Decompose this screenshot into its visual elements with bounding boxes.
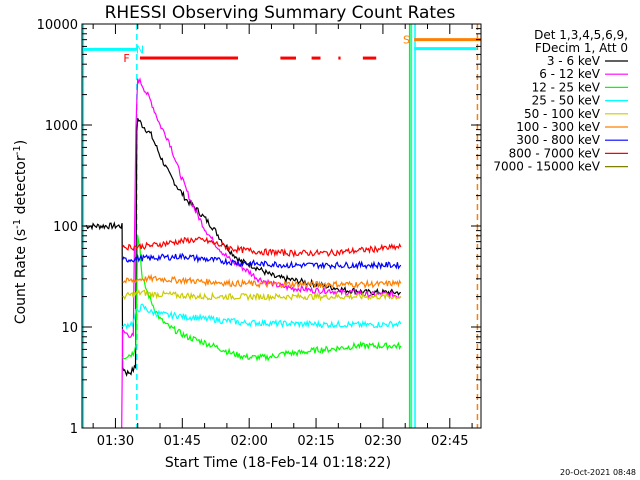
series-line (121, 77, 402, 429)
x-tick-label: 02:15 (297, 434, 334, 449)
series-lines (82, 47, 402, 429)
y-tick-label: 10 (61, 321, 78, 336)
annotations: NF S (123, 34, 410, 65)
legend-label: 800 - 7000 keV (509, 146, 601, 160)
legend-label: 25 - 50 keV (532, 94, 601, 108)
legend-label: 7000 - 15000 keV (493, 160, 600, 174)
legend-label: 6 - 12 keV (539, 67, 601, 81)
x-axis-ticks: 01:30 01:45 02:00 02:15 02:30 02:45 (92, 24, 473, 449)
y-label-sup1: -1 (12, 219, 23, 229)
x-tick-label: 02:30 (364, 434, 401, 449)
footer-date: 20-Oct-2021 08:48 (560, 468, 636, 477)
y-label-part3: ) (13, 140, 29, 145)
legend-label: 3 - 6 keV (547, 54, 601, 68)
legend-header-2: FDecim 1, Att 0 (535, 41, 628, 55)
vertical-markers (82, 24, 479, 428)
y-axis-ticks: 1 10 100 1000 10000 (37, 18, 481, 437)
y-tick-label: 1000 (45, 119, 78, 134)
x-tick-label: 02:45 (431, 434, 468, 449)
annotation-label: S (403, 34, 410, 47)
y-label-sup2: -1 (12, 145, 23, 155)
y-axis-label: Count Rate (s-1 detector-1) (12, 140, 29, 324)
chart-title: RHESSI Observing Summary Count Rates (105, 3, 456, 23)
x-tick-label: 02:00 (230, 434, 267, 449)
y-label-part2: detector (13, 155, 29, 219)
series-line (84, 117, 402, 377)
series-line (122, 252, 402, 271)
legend-label: 50 - 100 keV (524, 107, 601, 121)
series-line (122, 235, 402, 362)
series-line (122, 289, 402, 302)
annotation-label: N (136, 43, 144, 56)
legend-label: 12 - 25 keV (532, 80, 601, 94)
legend: Det 1,3,4,5,6,9, FDecim 1, Att 0 3 - 6 k… (493, 28, 628, 174)
y-tick-label: 10000 (37, 18, 78, 33)
y-tick-label: 100 (53, 220, 78, 235)
legend-header-1: Det 1,3,4,5,6,9, (534, 28, 628, 42)
series-line (122, 273, 402, 289)
legend-label: 100 - 300 keV (516, 120, 600, 134)
legend-label: 300 - 800 keV (516, 133, 600, 147)
x-tick-label: 01:30 (97, 434, 134, 449)
series-line (122, 236, 402, 259)
x-tick-label: 01:45 (164, 434, 201, 449)
y-label-part1: Count Rate (s (13, 229, 29, 324)
x-axis-label: Start Time (18-Feb-14 01:18:22) (165, 455, 391, 471)
annotation-label: F (123, 52, 129, 65)
series-line (122, 303, 402, 331)
y-tick-label: 1 (70, 422, 78, 437)
flag-bars (139, 38, 481, 60)
